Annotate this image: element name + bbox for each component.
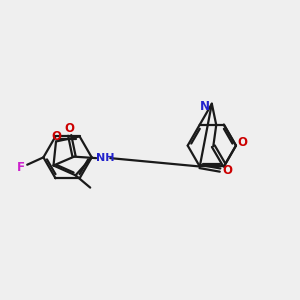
Text: O: O [52, 130, 61, 143]
Text: O: O [222, 164, 233, 177]
Text: NH: NH [96, 153, 114, 163]
Text: F: F [17, 161, 25, 174]
Text: O: O [238, 136, 248, 148]
Text: N: N [200, 100, 210, 112]
Text: O: O [65, 122, 75, 136]
